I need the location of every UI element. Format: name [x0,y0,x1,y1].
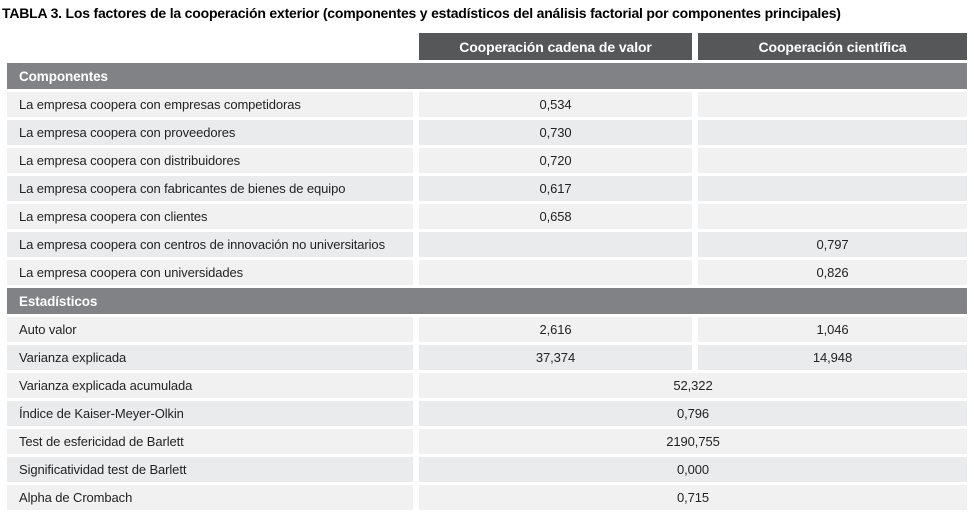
row-label: La empresa coopera con empresas competid… [7,92,413,117]
column-header-cadena-de-valor: Cooperación cadena de valor [419,33,692,60]
row-label: Significatividad test de Barlett [7,457,413,482]
row-value-cadena: 0,534 [419,92,692,117]
row-label: La empresa coopera con fabricantes de bi… [7,176,413,201]
row-value-cadena: 2,616 [419,317,692,342]
row-value-cadena [419,260,692,285]
header-corner-spacer [7,33,413,60]
row-label: Índice de Kaiser-Meyer-Olkin [7,401,413,426]
section-header-estadisticos: Estadísticos [7,288,967,314]
row-value-cientifica: 0,826 [698,260,967,285]
row-value-cientifica: 1,046 [698,317,967,342]
row-value-cadena: 37,374 [419,345,692,370]
row-value-cadena: 0,617 [419,176,692,201]
row-value-cientifica: 0,797 [698,232,967,257]
row-value-cadena: 0,720 [419,148,692,173]
row-value-cientifica [698,120,967,145]
row-label: La empresa coopera con distribuidores [7,148,413,173]
row-label: Varianza explicada [7,345,413,370]
row-label: La empresa coopera con universidades [7,260,413,285]
row-label: Auto valor [7,317,413,342]
row-value-spanning: 0,000 [419,457,967,482]
row-value-cientifica [698,176,967,201]
row-label: La empresa coopera con proveedores [7,120,413,145]
row-label: Varianza explicada acumulada [7,373,413,398]
row-value-spanning: 0,715 [419,485,967,510]
table-title: TABLA 3. Los factores de la cooperación … [2,5,841,21]
row-value-spanning: 0,796 [419,401,967,426]
row-value-cientifica [698,92,967,117]
row-value-cientifica: 14,948 [698,345,967,370]
factor-analysis-table: Cooperación cadena de valor Cooperación … [7,33,967,510]
row-value-cadena: 0,658 [419,204,692,229]
row-label: La empresa coopera con centros de innova… [7,232,413,257]
row-value-cientifica [698,148,967,173]
row-value-spanning: 2190,755 [419,429,967,454]
row-value-cadena: 0,730 [419,120,692,145]
section-header-componentes: Componentes [7,63,967,89]
row-label: Alpha de Crombach [7,485,413,510]
row-value-spanning: 52,322 [419,373,967,398]
row-label: La empresa coopera con clientes [7,204,413,229]
column-header-cientifica: Cooperación científica [698,33,967,60]
row-label: Test de esfericidad de Barlett [7,429,413,454]
row-value-cadena [419,232,692,257]
row-value-cientifica [698,204,967,229]
